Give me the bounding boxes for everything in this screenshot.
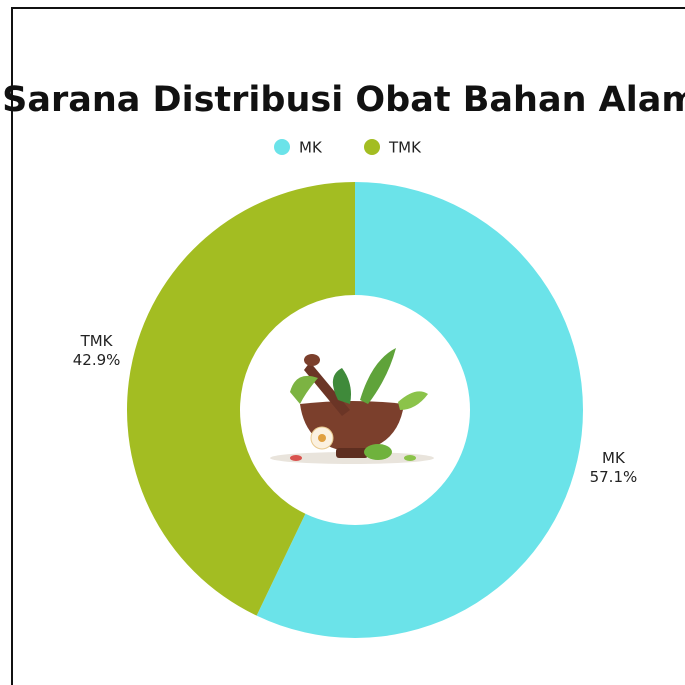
center-illustration xyxy=(270,348,434,464)
slice-category-label: TMK xyxy=(80,332,114,350)
legend-label: TMK xyxy=(388,139,422,157)
slice-value-label: 42.9% xyxy=(73,351,121,369)
legend-swatch xyxy=(364,139,380,155)
donut-slice xyxy=(126,182,355,616)
legend: MK TMK xyxy=(274,139,422,157)
slice-value-label: 57.1% xyxy=(590,468,638,486)
donut-slice xyxy=(256,182,583,638)
chart-title: Sarana Distribusi Obat Bahan Alam xyxy=(2,80,685,120)
slice-category-label: MK xyxy=(602,449,626,467)
legend-swatch xyxy=(274,139,290,155)
legend-label: MK xyxy=(299,139,323,157)
